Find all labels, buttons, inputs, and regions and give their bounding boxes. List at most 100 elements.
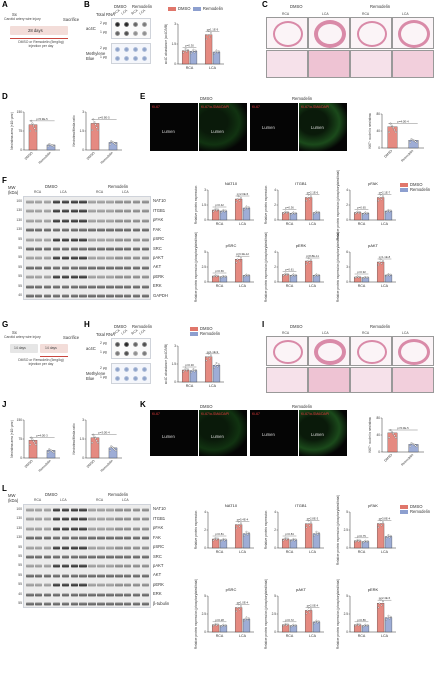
blot-band [34,536,43,541]
y-axis-label: Relative protein expression (phosphoryla… [264,232,268,302]
amount-b-2: 1 μg [100,30,107,34]
data-point [388,536,391,539]
bar [289,625,298,633]
blot-band [26,526,34,531]
blot-band [88,256,96,261]
data-point [282,212,285,215]
blot-band [123,526,132,531]
blot-band [52,294,61,299]
panel-letter-c: C [262,0,268,9]
y-axis-label: Neointima area (×10³ μm²) [10,112,14,150]
p-value-label: p=4.0E-3 [36,434,48,438]
data-point [387,273,390,275]
bar [234,524,243,549]
bar [90,437,100,459]
data-point [214,274,217,277]
p-value-label: p=1.0E-4 [237,601,249,605]
data-point [307,193,310,196]
data-point [224,209,227,212]
data-point [310,521,312,524]
timeline-a-arrow [10,38,68,39]
blot-band [43,284,52,289]
blot-mw-label: 130 [16,217,22,222]
blot-band [43,602,52,607]
blot-band [43,265,52,270]
data-point [389,534,392,537]
bar [387,126,398,149]
blot-band [26,265,34,270]
amount-b-4: 1 μg [100,55,107,59]
y-tick-label: 5 [274,594,276,598]
data-point [306,260,309,263]
blot-band [70,555,78,559]
data-point [316,212,319,214]
blot-band [106,507,114,512]
x-tick-label: RCA [358,550,366,554]
bar [361,213,370,221]
blot-band [52,284,61,289]
data-point [220,625,223,628]
blot-band [115,294,123,299]
y-tick-label: 2 [274,265,276,269]
bar [211,209,220,221]
data-point [356,623,359,625]
bar [242,618,251,633]
y-tick-label: 0 [274,630,276,634]
blot-band [70,294,78,299]
fluor-e-1-stain: Ki-67 [152,105,160,109]
timeline-a-end: Sacrifice [63,17,80,22]
blot-band [88,237,96,242]
blot-band [61,573,70,578]
chart-title: pSRC [226,243,237,248]
blot-band [123,592,132,597]
bar [289,213,298,221]
blot-band [141,294,150,299]
data-point [32,440,35,443]
fluor-k-4: Ki-67/α-SMA/DAPI Lumen [299,410,347,456]
y-tick-label: 0 [274,218,276,222]
blot-mw-label: 130 [16,208,22,213]
blot-band [132,284,141,289]
blot-band [88,265,96,270]
data-point [192,368,195,370]
blot-band [70,573,78,578]
y-tick-label: 0 [378,146,380,150]
blot-band [106,256,114,261]
data-point [240,257,242,259]
y-tick-label: 4 [274,188,276,192]
blot-band [61,294,70,299]
y-tick-label: 0 [346,630,348,634]
blot-band [61,209,70,214]
data-point [294,212,297,214]
blot-band [70,237,78,242]
bar [211,538,220,549]
blot-band [43,228,52,233]
blot-band [70,228,78,233]
bar-chart-f-itgb1: 0 2 4 Relative protein expression ITGB1 RCA p=… [264,181,324,226]
blot-band [43,199,52,204]
blot-band [106,228,114,233]
y-tick-label: 5 [346,510,348,514]
data-point [214,51,217,53]
data-point [51,144,54,147]
p-value-label: p=2.8E-3 [307,517,319,521]
bar [353,212,362,221]
y-tick-label: 1.5 [172,42,177,46]
data-point [292,273,295,276]
data-point [184,367,187,370]
p-value-label: p=2.0E-4 [307,603,319,607]
blot-band [34,256,43,261]
data-point [308,198,311,201]
blot-band [43,564,52,569]
blot-band [52,237,61,242]
data-point [392,126,395,129]
data-point [411,443,414,445]
data-point [294,624,297,626]
blot-band [132,555,141,559]
blot-band [34,218,43,223]
data-point [223,210,226,213]
data-point [236,524,239,526]
data-point [356,275,359,278]
blot-band [88,247,96,251]
blot-band [115,507,123,512]
